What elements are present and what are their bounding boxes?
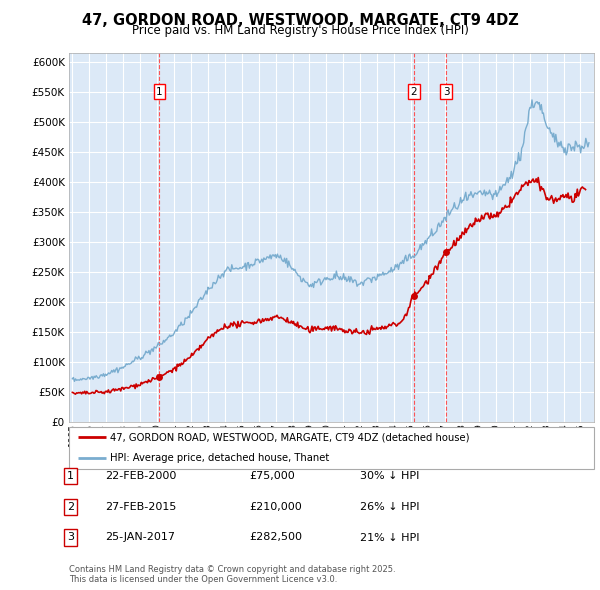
Text: 1: 1 [67,471,74,481]
Text: 47, GORDON ROAD, WESTWOOD, MARGATE, CT9 4DZ: 47, GORDON ROAD, WESTWOOD, MARGATE, CT9 … [82,13,518,28]
Text: 2: 2 [410,87,417,97]
Text: £75,000: £75,000 [249,471,295,481]
Text: £210,000: £210,000 [249,502,302,512]
Text: HPI: Average price, detached house, Thanet: HPI: Average price, detached house, Than… [110,453,329,463]
Text: 21% ↓ HPI: 21% ↓ HPI [360,533,419,542]
Text: 1: 1 [156,87,163,97]
Text: 30% ↓ HPI: 30% ↓ HPI [360,471,419,481]
Text: 22-FEB-2000: 22-FEB-2000 [105,471,176,481]
Text: 27-FEB-2015: 27-FEB-2015 [105,502,176,512]
Text: 2: 2 [67,502,74,512]
FancyBboxPatch shape [69,427,594,469]
Text: Contains HM Land Registry data © Crown copyright and database right 2025.
This d: Contains HM Land Registry data © Crown c… [69,565,395,584]
Text: 47, GORDON ROAD, WESTWOOD, MARGATE, CT9 4DZ (detached house): 47, GORDON ROAD, WESTWOOD, MARGATE, CT9 … [110,432,469,442]
Text: 3: 3 [67,533,74,542]
Text: £282,500: £282,500 [249,533,302,542]
Text: 26% ↓ HPI: 26% ↓ HPI [360,502,419,512]
Text: Price paid vs. HM Land Registry's House Price Index (HPI): Price paid vs. HM Land Registry's House … [131,24,469,37]
Text: 3: 3 [443,87,449,97]
Text: 25-JAN-2017: 25-JAN-2017 [105,533,175,542]
